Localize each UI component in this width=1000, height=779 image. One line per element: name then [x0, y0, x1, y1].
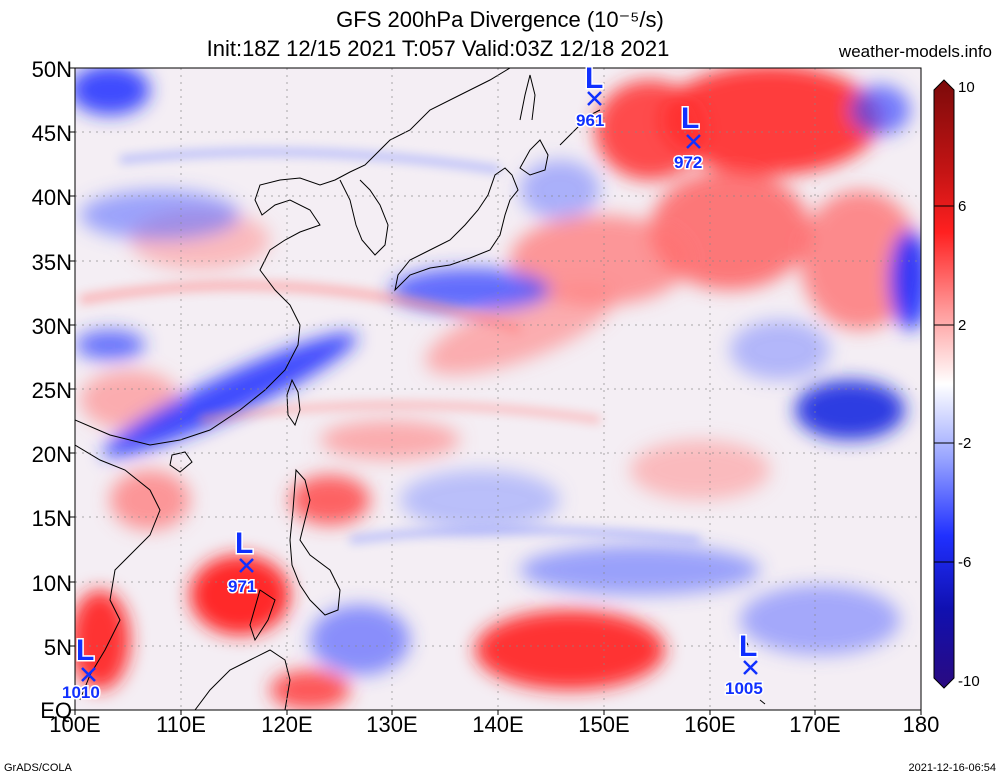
divergence-field	[75, 68, 921, 710]
colorbar-label: 10	[958, 79, 975, 96]
low-1010-letter: L	[76, 634, 94, 667]
y-tick-label: 25N	[31, 378, 72, 403]
coastlines	[75, 68, 766, 710]
colorbar-label: -10	[958, 673, 980, 690]
y-tick-label: EQ	[40, 698, 72, 723]
footer-timestamp: 2021-12-16-06:54	[908, 762, 996, 774]
low-1005-value: 1005	[725, 679, 763, 698]
x-tick-label: 110E	[156, 712, 206, 737]
low-1005: L 1005	[724, 629, 765, 700]
x-tick-label: 170E	[789, 712, 841, 737]
x-tick-label: 130E	[366, 712, 418, 737]
low-1010-value: 1010	[62, 683, 100, 702]
low-971: L 971	[227, 526, 258, 598]
footer-software: GrADS/COLA	[4, 762, 72, 774]
y-tick-label: 20N	[31, 442, 72, 467]
colorbar-label: -6	[958, 554, 972, 571]
low-972-value: 972	[674, 153, 702, 172]
y-tick-label: 40N	[31, 185, 72, 210]
y-tick-label: 50N	[31, 57, 72, 82]
site-credit: weather-models.info	[838, 42, 992, 61]
y-tick-label: 15N	[31, 506, 72, 531]
colorbar	[933, 79, 955, 689]
y-tick-label: 45N	[31, 121, 72, 146]
low-markers: L 961 L 972 L 971 L 1010 L 1005	[61, 61, 765, 704]
low-961: L 961	[575, 61, 606, 132]
y-tick-label: 10N	[31, 571, 72, 596]
low-972-letter: L	[681, 102, 699, 135]
x-tick-label: 120E	[261, 712, 313, 737]
x-tick-label: 150E	[578, 712, 630, 737]
colorbar-label: 2	[958, 317, 967, 334]
tick-marks	[70, 67, 922, 715]
low-1005-letter: L	[739, 630, 757, 663]
low-972: L 972	[673, 101, 704, 174]
chart-subtitle: Init:18Z 12/15 2021 T:057 Valid:03Z 12/1…	[206, 36, 670, 61]
low-971-value: 971	[228, 577, 256, 596]
low-961-letter: L	[585, 62, 603, 95]
colorbar-label: 6	[958, 198, 967, 215]
y-tick-label: 35N	[31, 250, 72, 275]
x-tick-label: 180	[902, 712, 940, 737]
x-tick-label: 140E	[472, 712, 524, 737]
low-971-letter: L	[235, 527, 253, 560]
graticule	[75, 68, 921, 710]
y-tick-label: 5N	[43, 635, 72, 660]
y-tick-label: 30N	[31, 314, 72, 339]
low-1010: L 1010	[61, 633, 102, 704]
x-tick-label: 160E	[684, 712, 736, 737]
colorbar-label: -2	[958, 435, 972, 452]
x-tick-label: 100E	[49, 712, 101, 737]
low-961-value: 961	[576, 111, 604, 130]
chart-title: GFS 200hPa Divergence (10⁻⁵/s)	[336, 7, 664, 32]
